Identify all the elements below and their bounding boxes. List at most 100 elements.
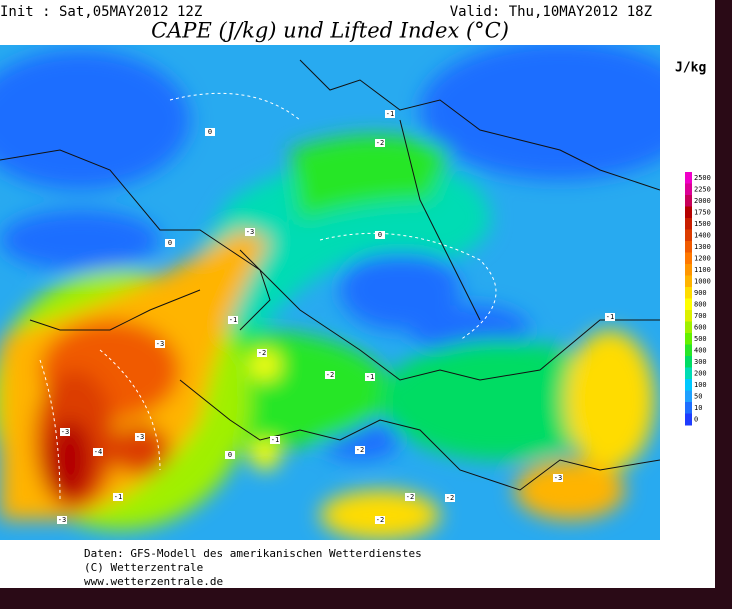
contour-label: 0 (168, 239, 172, 247)
footer-source: Daten: GFS-Modell des amerikanischen Wet… (84, 547, 422, 560)
contour-label-box (445, 494, 455, 502)
colorbar-swatch (685, 390, 692, 403)
colorbar-swatch (685, 218, 692, 230)
colorbar-label: 200 (694, 369, 707, 377)
contour-label-box (245, 228, 255, 236)
colorbar-label: 1100 (694, 266, 711, 274)
colorbar-swatch (685, 367, 692, 380)
contour-label: -2 (406, 493, 414, 501)
contour-label-box (405, 493, 415, 501)
colorbar-label: 1200 (694, 254, 711, 262)
colorbar-swatch (685, 195, 692, 207)
contour-label-box (385, 110, 395, 118)
contour-label: -3 (61, 428, 69, 436)
contour-label: -3 (554, 474, 562, 482)
colorbar-swatch (685, 206, 692, 219)
contour-label: -1 (114, 493, 122, 501)
contour-label-box (57, 516, 67, 524)
colorbar-swatch (685, 264, 692, 276)
contour-label-box (205, 128, 215, 136)
contour-label-box (93, 448, 103, 456)
colorbar: 2500 2250 2000 1750 1500 1400 1300 1200 1100 1000… (685, 172, 711, 426)
colorbar-swatch (685, 298, 692, 311)
colorbar-label: 1750 (694, 208, 711, 216)
contour-label: 0 (208, 128, 212, 136)
contour-label-box (113, 493, 123, 501)
colorbar-label: 1500 (694, 220, 711, 228)
contour-label: -2 (326, 371, 334, 379)
init-time: Init : Sat,05MAY2012 12Z (0, 4, 202, 20)
colorbar-swatch (685, 333, 692, 345)
colorbar-swatch (685, 402, 692, 414)
contour-label-box (605, 313, 615, 321)
colorbar-swatch (685, 229, 692, 242)
contour-label-box (60, 428, 70, 436)
colorbar-swatch (685, 252, 692, 265)
contour-label-box (375, 139, 385, 147)
contour-label: -2 (356, 446, 364, 454)
contour-label: -3 (246, 228, 254, 236)
contour-label: 0 (228, 451, 232, 459)
contour-label-box (165, 239, 175, 247)
contour-label: -1 (229, 316, 237, 324)
colorbar-label: 600 (694, 323, 707, 331)
colorbar-label: 800 (694, 300, 707, 308)
colorbar-label: 2250 (694, 185, 711, 193)
colorbar-swatch (685, 275, 692, 288)
colorbar-label: 100 (694, 381, 707, 389)
contour-label: -4 (94, 448, 102, 456)
colorbar-label: 300 (694, 358, 707, 366)
contour-label: -1 (366, 373, 374, 381)
colorbar-unit: J/kg (675, 61, 706, 76)
colorbar-label: 10 (694, 404, 702, 412)
colorbar-swatch (685, 310, 692, 322)
border-bottom (0, 588, 732, 609)
colorbar-swatch (685, 321, 692, 334)
contour-label-box (375, 516, 385, 524)
border-right (715, 0, 732, 609)
contour-label: -2 (376, 139, 384, 147)
colorbar-swatch (685, 172, 692, 184)
colorbar-label: 2500 (694, 174, 711, 182)
colorbar-label: 1300 (694, 243, 711, 251)
contour-label-box (257, 349, 267, 357)
contour-label: -3 (156, 340, 164, 348)
contour-labels: 0 0 -1 -2 -3 -1 -2 -3 -3 -4 -3 -1 -2 -1 -2 0 -1 -3 -2 -2 -3 -… (57, 110, 615, 524)
colorbar-swatch (685, 344, 692, 357)
contour-label-box (155, 340, 165, 348)
valid-time: Valid: Thu,10MAY2012 18Z (450, 4, 652, 20)
colorbar-swatch (685, 356, 692, 368)
contour-label: 0 (378, 231, 382, 239)
colorbar-swatch (685, 413, 692, 426)
colorbar-swatch (685, 241, 692, 253)
contour-label-box (225, 451, 235, 459)
contour-label-box (325, 371, 335, 379)
colorbar-swatch (685, 183, 692, 196)
contour-label: -1 (606, 313, 614, 321)
colorbar-label: 2000 (694, 197, 711, 205)
colorbar-label: 400 (694, 346, 707, 354)
colorbar-label: 700 (694, 312, 707, 320)
colorbar-swatch (685, 287, 692, 299)
contour-label-box (135, 433, 145, 441)
footer-copyright: (C) Wetterzentrale (84, 561, 203, 574)
colorbar-label: 500 (694, 335, 707, 343)
colorbar-swatch (685, 379, 692, 391)
contour-label-box (553, 474, 563, 482)
footer-url: www.wetterzentrale.de (84, 575, 223, 588)
contour-label: -1 (386, 110, 394, 118)
contour-label-box (270, 436, 280, 444)
colorbar-label: 1000 (694, 277, 711, 285)
contour-label: -2 (446, 494, 454, 502)
contour-label-box (355, 446, 365, 454)
contour-label: -1 (271, 436, 279, 444)
contour-label-box (228, 316, 238, 324)
colorbar-label: 900 (694, 289, 707, 297)
contour-label-box (365, 373, 375, 381)
contour-label: -2 (258, 349, 266, 357)
map-area (0, 45, 660, 540)
contour-label: -2 (376, 516, 384, 524)
colorbar-label: 1400 (694, 231, 711, 239)
